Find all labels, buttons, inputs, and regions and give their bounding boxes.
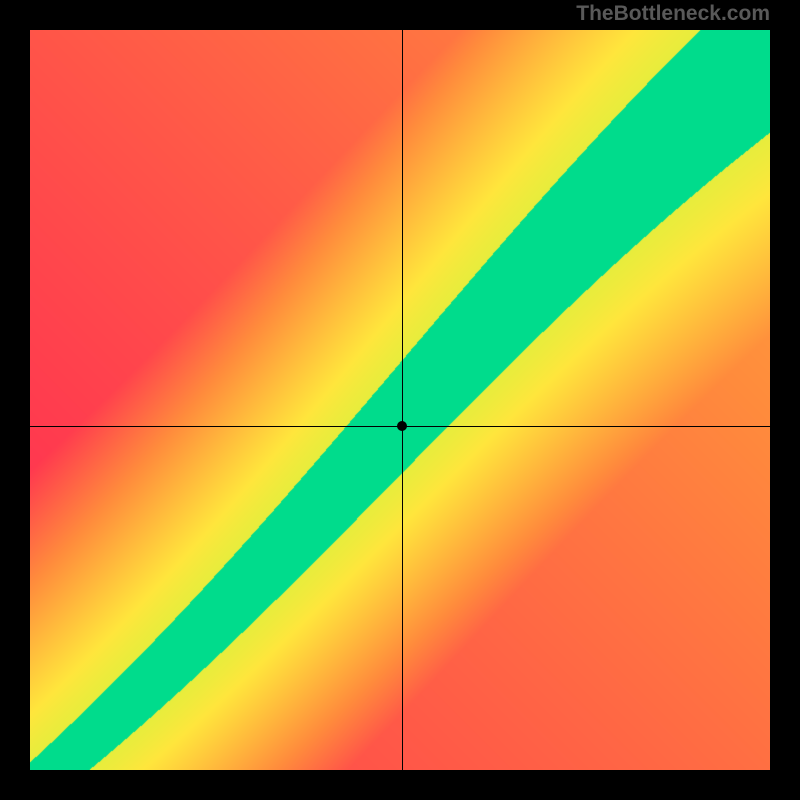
chart-container: TheBottleneck.com <box>0 0 800 800</box>
marker-dot <box>397 421 407 431</box>
watermark-text: TheBottleneck.com <box>576 2 770 26</box>
heatmap-canvas <box>30 30 770 770</box>
crosshair-vertical <box>402 30 403 770</box>
plot-area <box>30 30 770 770</box>
